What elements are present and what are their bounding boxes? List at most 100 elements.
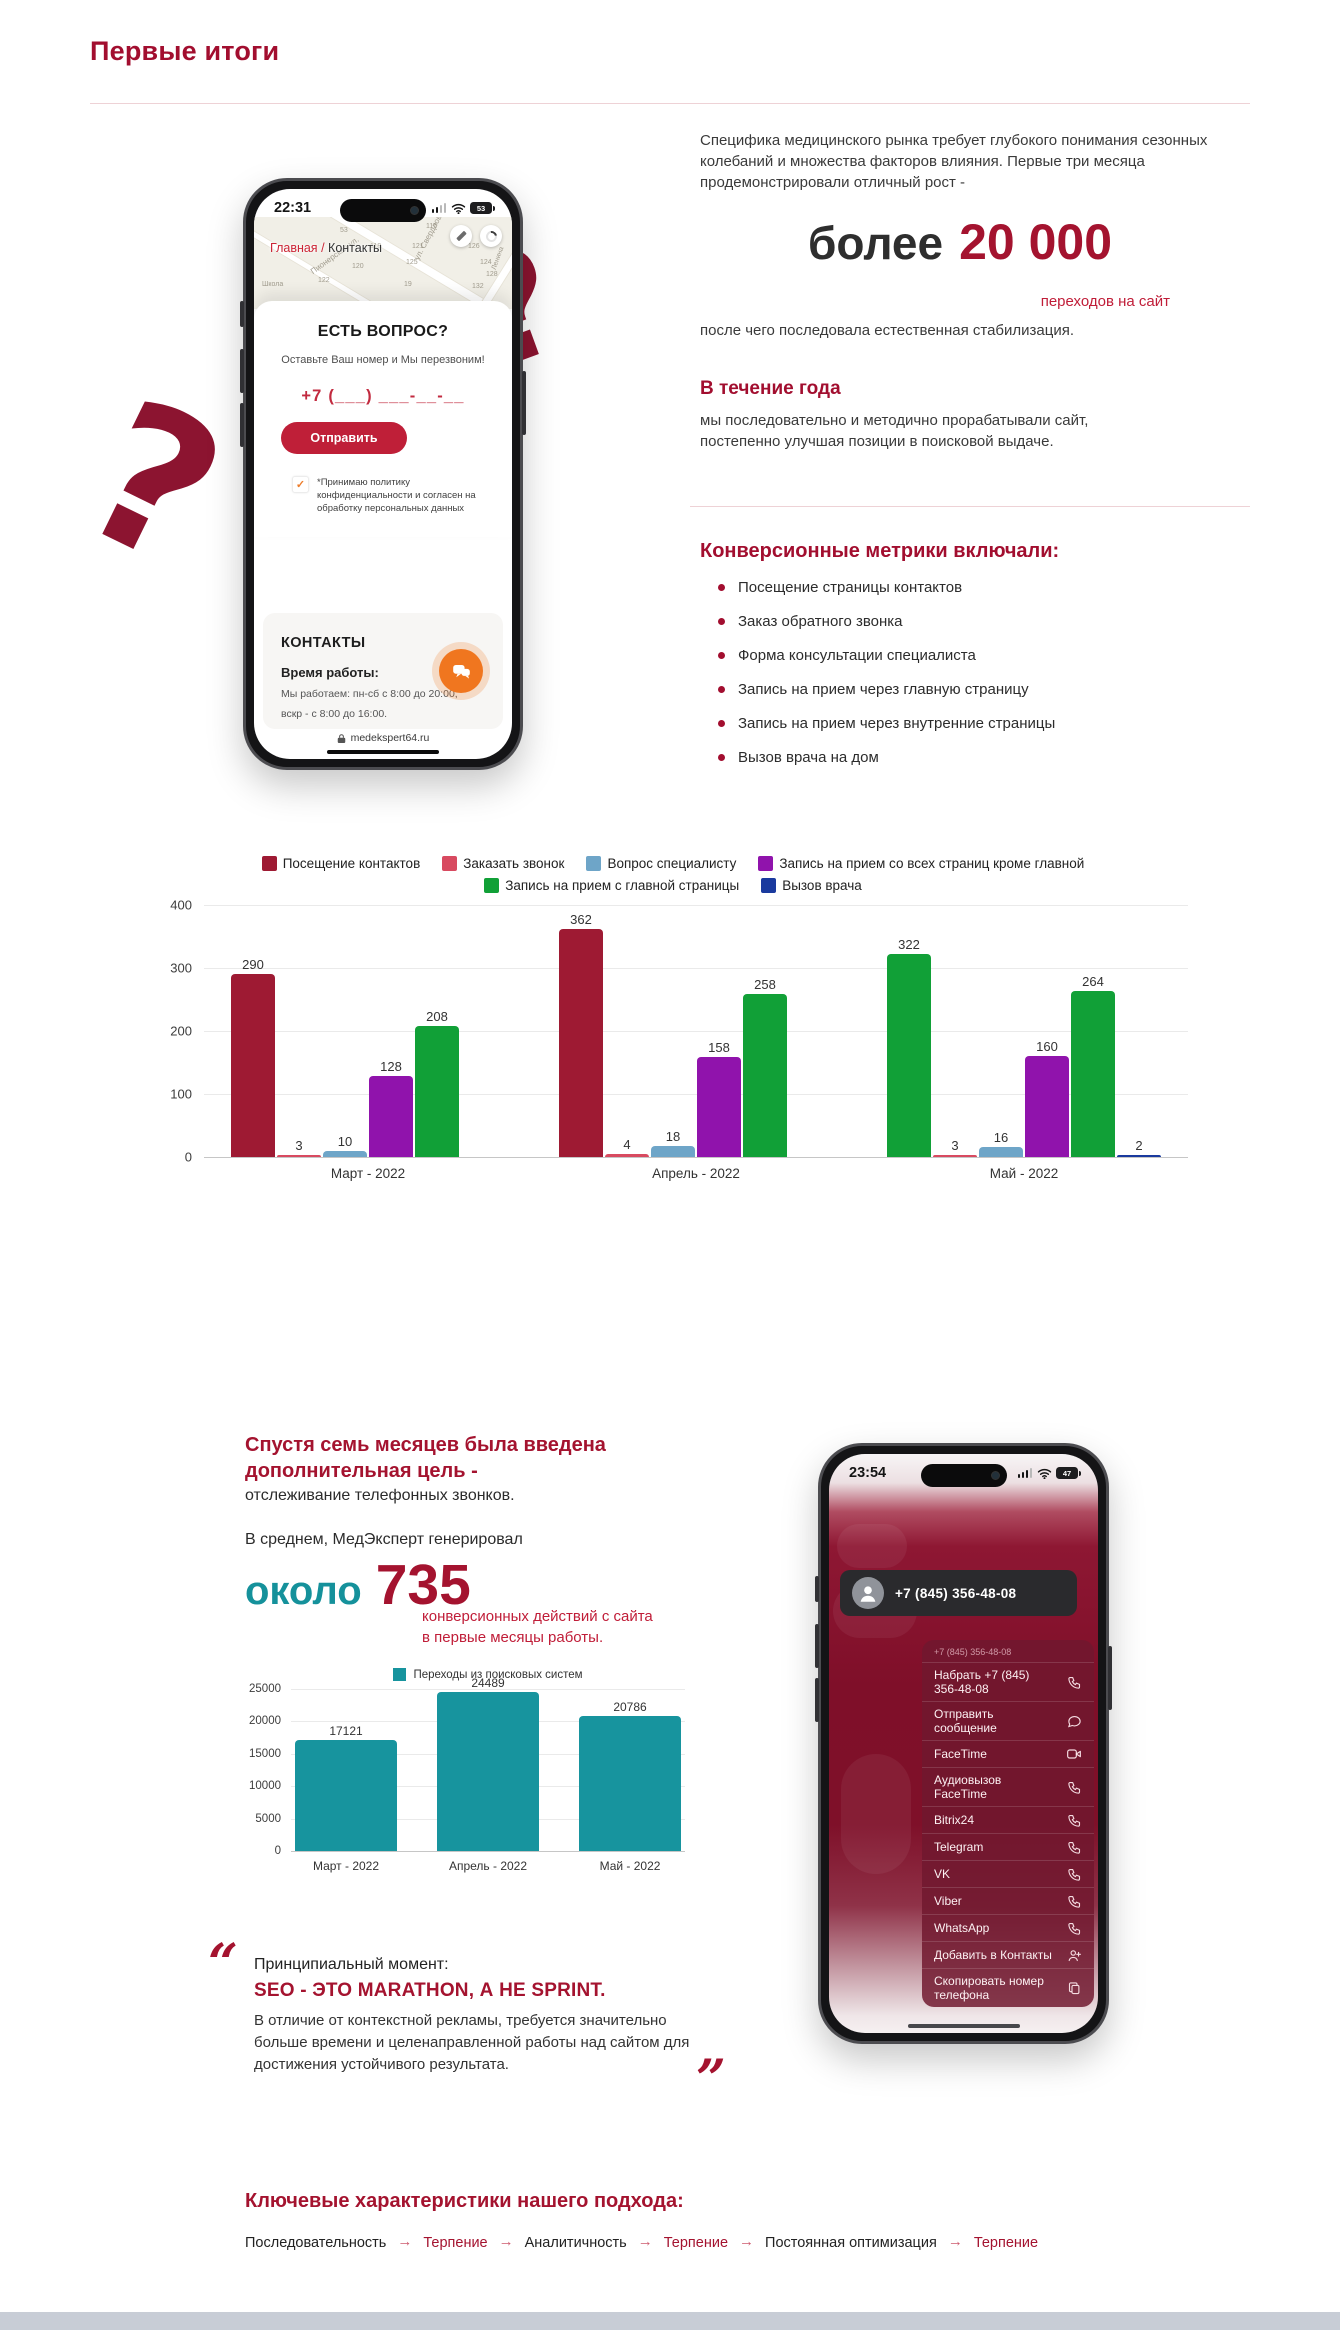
legend-item: Заказать звонок <box>442 856 564 871</box>
home-indicator[interactable] <box>907 2024 1020 2028</box>
stat-20000: более 20 000 <box>700 213 1220 271</box>
approach-step: Терпение <box>423 2234 488 2251</box>
bar-slot: 322 <box>887 938 931 1157</box>
legend-swatch <box>758 856 774 871</box>
bullet-dot-icon <box>718 720 725 727</box>
menu-item[interactable]: Отправить сообщение <box>922 1701 1094 1740</box>
phone-icon <box>1067 1894 1082 1909</box>
stat-value: 20 000 <box>959 214 1113 270</box>
consent-checkbox[interactable]: ✓ <box>292 476 309 493</box>
map-compass-button[interactable] <box>480 225 502 247</box>
bar <box>277 1155 321 1157</box>
map-label: 126 <box>468 243 480 250</box>
phone-input[interactable]: +7 (___) ___-__-__ <box>301 387 465 405</box>
map-label: 122 <box>318 277 330 284</box>
bar <box>697 1057 741 1157</box>
x-axis-label: Март - 2022 <box>312 1859 380 1873</box>
legend-swatch <box>393 1668 407 1681</box>
phone-icon <box>1067 1867 1082 1882</box>
year-paragraph: мы последовательно и методично прорабаты… <box>700 412 1089 450</box>
bar-slot: 10 <box>323 1135 367 1157</box>
chart-legend: Переходы из поисковых систем <box>291 1668 685 1681</box>
gridline <box>204 1157 1188 1158</box>
bar-slot: 2 <box>1117 1139 1161 1157</box>
footer-heading: Ключевые характеристики нашего подхода: <box>245 2190 684 2212</box>
menu-item[interactable]: Набрать +7 (845) 356-48-08 <box>922 1662 1094 1701</box>
quote-body: В отличие от контекстной рекламы, требуе… <box>254 2012 690 2073</box>
map-label: 53 <box>340 227 348 234</box>
legend-swatch <box>261 856 277 871</box>
dynamic-island <box>340 199 426 222</box>
bar-value-label: 264 <box>1082 974 1104 989</box>
bar <box>295 1740 397 1851</box>
bar-group: 290 3 10 128 208 <box>204 905 532 1157</box>
menu-item[interactable]: Аудиовызов FaceTime <box>922 1767 1094 1806</box>
bullet-dot-icon <box>718 584 725 591</box>
dynamic-island <box>920 1464 1007 1487</box>
menu-item[interactable]: WhatsApp <box>922 1914 1094 1941</box>
map-view: Главная / Контакты ул. Свердлова Пионерск… <box>254 217 512 309</box>
arrow-icon: → <box>739 2233 755 2250</box>
metrics-heading: Конверсионные метрики включали: <box>700 540 1060 562</box>
approach-step: Постоянная оптимизация <box>765 2234 937 2251</box>
map-label: 132 <box>472 283 484 290</box>
caller-id-card: +7 (845) 356-48-08 <box>840 1570 1077 1616</box>
battery-icon: 47 <box>1056 1467 1081 1479</box>
metric-item: Запись на прием через главную страницу <box>718 681 1228 698</box>
map-label: 121 <box>412 243 424 250</box>
home-indicator[interactable] <box>327 750 439 754</box>
menu-item[interactable]: Telegram <box>922 1833 1094 1860</box>
metric-item: Заказ обратного звонка <box>718 613 1228 630</box>
map-label: 125 <box>406 259 418 266</box>
metrics-list: Посещение страницы контактов Заказ обратн… <box>718 579 1228 784</box>
breadcrumb-separator: / <box>321 241 325 255</box>
menu-item[interactable]: Bitrix24 <box>922 1806 1094 1833</box>
intro-paragraph: Специфика медицинского рынка требует глу… <box>700 132 1208 191</box>
phone-icon <box>1067 1840 1082 1855</box>
map-road <box>254 217 512 309</box>
phone-side-button <box>240 301 244 327</box>
menu-item[interactable]: VK <box>922 1860 1094 1887</box>
y-tick-label: 10000 <box>249 1780 281 1792</box>
map-ruler-button[interactable] <box>450 225 472 247</box>
menu-item[interactable]: Добавить в Контакты <box>922 1941 1094 1968</box>
bullet-dot-icon <box>718 754 725 761</box>
menu-item[interactable]: Скопировать номер телефона <box>922 1968 1094 2007</box>
contacts-card: КОНТАКТЫ Время работы: Мы работаем: пн-с… <box>263 613 503 729</box>
metric-label: Посещение страницы контактов <box>738 579 963 596</box>
wifi-icon <box>451 203 466 214</box>
y-tick-label: 300 <box>170 960 192 976</box>
chat-fab-button[interactable] <box>439 649 483 693</box>
arrow-icon: → <box>397 2233 413 2250</box>
x-axis-label: Апрель - 2022 <box>448 1859 528 1873</box>
bar <box>415 1026 459 1157</box>
chart-legend-row: Посещение контактов Заказать звонок Вопрос… <box>158 856 1188 871</box>
open-quote-mark: “ <box>208 1933 238 1994</box>
bar <box>1071 991 1115 1157</box>
legend-label: Заказать звонок <box>463 856 565 871</box>
menu-item[interactable]: FaceTime <box>922 1740 1094 1767</box>
menu-item[interactable]: Viber <box>922 1887 1094 1914</box>
chart-plot-area: 290 3 10 128 208 362 4 18 158 258 322 3 16 160 264 2 Мар… <box>204 905 1188 1181</box>
search-traffic-chart: Переходы из поисковых систем 25000 20000 1… <box>243 1668 685 1873</box>
legend-label: Вопрос специалисту <box>607 856 737 871</box>
avatar <box>852 1577 884 1609</box>
url-text: medekspert64.ru <box>350 732 430 744</box>
bar-value-label: 10 <box>337 1134 353 1149</box>
x-axis-label: Май - 2022 <box>989 1166 1059 1181</box>
submit-button[interactable]: Отправить <box>281 422 407 454</box>
bar-group: 322 3 16 160 264 2 <box>860 905 1188 1157</box>
person-icon <box>860 1586 876 1602</box>
menu-item-label: WhatsApp <box>934 1921 990 1935</box>
metric-item: Форма консультации специалиста <box>718 647 1228 664</box>
bar <box>933 1155 977 1157</box>
bar-value-label: 3 <box>951 1138 959 1153</box>
battery-icon: 53 <box>470 202 495 214</box>
map-label: 128 <box>486 271 498 278</box>
bar-slot: 208 <box>415 1010 459 1157</box>
breadcrumb-home-link[interactable]: Главная <box>270 241 318 255</box>
breadcrumb[interactable]: Главная / Контакты <box>270 241 382 255</box>
status-icons: 47 <box>1017 1467 1081 1479</box>
browser-url-bar[interactable]: medekspert64.ru <box>254 732 512 744</box>
contacts-title: КОНТАКТЫ <box>281 635 366 651</box>
